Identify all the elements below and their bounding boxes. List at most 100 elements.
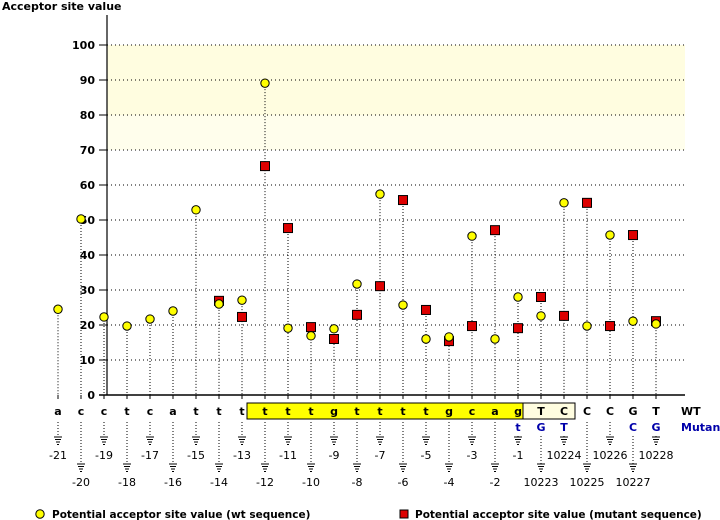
position-label: -17 bbox=[141, 449, 159, 462]
ground-icon bbox=[192, 436, 200, 445]
wt-base: c bbox=[78, 405, 85, 418]
mutant-marker bbox=[559, 310, 569, 321]
position-label: -12 bbox=[256, 476, 274, 489]
position-label: -18 bbox=[118, 476, 136, 489]
mutant-marker bbox=[283, 223, 293, 234]
wt-base: t bbox=[216, 405, 221, 418]
position-label: -14 bbox=[210, 476, 228, 489]
wt-base: a bbox=[54, 405, 61, 418]
wt-marker bbox=[559, 198, 569, 208]
wt-marker bbox=[168, 306, 178, 316]
mutant-base: G bbox=[536, 421, 545, 434]
y-tick-label: 20 bbox=[80, 319, 96, 332]
y-tick-label: 30 bbox=[80, 284, 96, 297]
ground-icon bbox=[100, 436, 108, 445]
position-label: -16 bbox=[164, 476, 182, 489]
wt-marker bbox=[306, 331, 316, 341]
wt-row-label: WT bbox=[681, 405, 701, 418]
position-label: -5 bbox=[421, 449, 432, 462]
ground-icon bbox=[560, 436, 568, 445]
wt-base: t bbox=[193, 405, 198, 418]
ground-icon bbox=[537, 463, 545, 472]
sequence-row: acctcattttttgttttgcagTCCCGTtGTCGWTMutant bbox=[54, 402, 720, 434]
wt-marker bbox=[99, 312, 109, 322]
highlight-band bbox=[107, 115, 685, 150]
wt-marker bbox=[536, 311, 546, 321]
mutant-marker bbox=[329, 334, 339, 344]
ground-icon bbox=[399, 463, 407, 472]
mutant-marker bbox=[306, 322, 316, 333]
y-tick-label: 80 bbox=[80, 109, 96, 122]
position-label: 10226 bbox=[593, 449, 628, 462]
wt-base: C bbox=[583, 405, 591, 418]
legend-item-mutant: Potential acceptor site value (mutant se… bbox=[399, 509, 702, 520]
ground-icon bbox=[652, 436, 660, 445]
wt-base: g bbox=[445, 405, 453, 418]
wt-marker bbox=[191, 205, 201, 215]
ground-icon bbox=[376, 436, 384, 445]
position-label: -21 bbox=[49, 449, 67, 462]
ground-icon bbox=[261, 463, 269, 472]
gridlines bbox=[107, 44, 685, 361]
ground-icon bbox=[123, 463, 131, 472]
sequence-box bbox=[522, 402, 576, 420]
position-label: -8 bbox=[352, 476, 363, 489]
wt-marker bbox=[651, 319, 661, 329]
mutant-marker bbox=[421, 304, 431, 315]
wt-base: t bbox=[423, 405, 428, 418]
legend-item-wt: Potential acceptor site value (wt sequen… bbox=[35, 509, 310, 520]
wt-base: C bbox=[560, 405, 568, 418]
mutant-marker bbox=[398, 195, 408, 206]
wt-base: g bbox=[514, 405, 522, 418]
mutant-marker bbox=[490, 225, 500, 236]
position-label: -19 bbox=[95, 449, 113, 462]
wt-base: t bbox=[400, 405, 405, 418]
wt-base: T bbox=[537, 405, 545, 418]
wt-marker bbox=[329, 324, 339, 334]
wt-base: c bbox=[147, 405, 154, 418]
position-label: -6 bbox=[398, 476, 409, 489]
wt-base: a bbox=[169, 405, 176, 418]
y-tick-label: 90 bbox=[80, 74, 96, 87]
wt-marker bbox=[53, 304, 63, 314]
position-label: 10223 bbox=[524, 476, 559, 489]
position-label: -4 bbox=[444, 476, 455, 489]
position-label: -7 bbox=[375, 449, 386, 462]
y-tick-label: 60 bbox=[80, 179, 96, 192]
ground-icon bbox=[284, 436, 292, 445]
mutant-marker bbox=[260, 161, 270, 172]
legend-label-wt: Potential acceptor site value (wt sequen… bbox=[52, 509, 310, 520]
wt-base: t bbox=[262, 405, 267, 418]
wt-markers bbox=[53, 78, 661, 344]
ground-icon bbox=[169, 463, 177, 472]
position-label: 10225 bbox=[570, 476, 605, 489]
ground-icon bbox=[422, 436, 430, 445]
y-axis-title: Acceptor site value bbox=[2, 0, 121, 13]
wt-marker bbox=[467, 231, 477, 241]
wt-marker bbox=[352, 279, 362, 289]
wt-base: a bbox=[491, 405, 498, 418]
wt-marker bbox=[214, 299, 224, 309]
position-label: -10 bbox=[302, 476, 320, 489]
ground-icon bbox=[330, 436, 338, 445]
mutant-marker bbox=[513, 323, 523, 334]
wt-marker bbox=[628, 316, 638, 326]
mutant-marker bbox=[352, 309, 362, 320]
legend-label-mutant: Potential acceptor site value (mutant se… bbox=[415, 509, 702, 520]
wt-marker bbox=[421, 334, 431, 344]
ground-icon bbox=[77, 463, 85, 472]
wt-marker bbox=[122, 321, 132, 331]
y-tick-label: 40 bbox=[80, 249, 96, 262]
mutant-marker bbox=[375, 281, 385, 292]
position-label: 10224 bbox=[547, 449, 582, 462]
wt-marker bbox=[260, 78, 270, 88]
ground-icon bbox=[238, 436, 246, 445]
ground-icon bbox=[307, 463, 315, 472]
ground-icon bbox=[583, 463, 591, 472]
position-label: -15 bbox=[187, 449, 205, 462]
stems bbox=[57, 83, 657, 395]
mutant-base: G bbox=[651, 421, 660, 434]
mutant-base: t bbox=[515, 421, 520, 434]
position-label: -20 bbox=[72, 476, 90, 489]
